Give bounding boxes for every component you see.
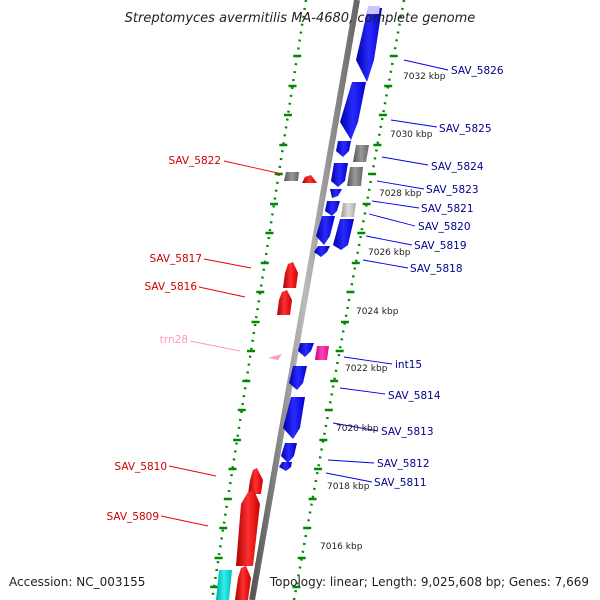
gene-sav5809b[interactable] (235, 566, 251, 600)
gene-sav5817[interactable] (283, 262, 298, 288)
gene-sav5813[interactable] (283, 397, 305, 439)
feature-gray-2[interactable] (347, 167, 363, 186)
kbp-label: 7022 kbp (345, 364, 388, 374)
right-major-ticks (292, 54, 398, 589)
kbp-label: 7020 kbp (336, 424, 379, 434)
gene-int15-adj[interactable] (298, 343, 314, 357)
accession-text: Accession: NC_003155 (9, 575, 145, 589)
label-sav5811[interactable]: SAV_5811 (374, 477, 427, 489)
label-sav5821[interactable]: SAV_5821 (421, 203, 474, 215)
kbp-label: 7028 kbp (379, 189, 422, 199)
label-int15[interactable]: int15 (395, 359, 422, 371)
gene-sav5820[interactable] (316, 216, 335, 245)
right-tick-track (292, 0, 406, 600)
label-sav5816[interactable]: SAV_5816 (144, 281, 197, 293)
label-sav5824[interactable]: SAV_5824 (431, 161, 484, 173)
genome-backbone (249, 0, 360, 600)
kbp-tick-labels: 7032 kbp 7030 kbp 7028 kbp 7026 kbp 7024… (320, 72, 446, 552)
label-sav5817[interactable]: SAV_5817 (149, 253, 202, 265)
kbp-label: 7030 kbp (390, 130, 433, 140)
right-labels: SAV_5826 SAV_5825 SAV_5824 SAV_5823 SAV_… (374, 65, 504, 489)
label-sav5810[interactable]: SAV_5810 (114, 461, 167, 473)
gene-sav5814[interactable] (289, 366, 307, 390)
gene-sav5809[interactable] (236, 490, 260, 566)
feature-int15[interactable] (315, 346, 329, 360)
gene-sav5824[interactable] (336, 141, 351, 157)
forward-strand-genes (279, 8, 382, 471)
gene-sav5818[interactable] (314, 246, 330, 257)
label-sav5814[interactable]: SAV_5814 (388, 390, 441, 402)
gene-sav5825[interactable] (340, 82, 366, 140)
gene-sav5816[interactable] (277, 290, 292, 315)
label-sav5820[interactable]: SAV_5820 (418, 221, 471, 233)
label-sav5825[interactable]: SAV_5825 (439, 123, 492, 135)
gene-sav5826[interactable] (356, 8, 382, 82)
kbp-label: 7032 kbp (403, 72, 446, 82)
left-leader-lines (160, 160, 283, 527)
label-sav5823[interactable]: SAV_5823 (426, 184, 479, 196)
genome-info-text: Topology: linear; Length: 9,025,608 bp; … (269, 575, 589, 589)
label-sav5813[interactable]: SAV_5813 (381, 426, 434, 438)
right-leader-lines (325, 59, 449, 483)
feature-cyan[interactable] (216, 570, 232, 600)
gene-sav5822[interactable] (302, 175, 317, 183)
kbp-label: 7024 kbp (356, 307, 399, 317)
label-sav5822[interactable]: SAV_5822 (168, 155, 221, 167)
label-sav5819[interactable]: SAV_5819 (414, 240, 467, 252)
label-sav5826[interactable]: SAV_5826 (451, 65, 504, 77)
gene-sav5821[interactable] (325, 201, 340, 216)
reverse-strand-genes (235, 175, 317, 600)
gene-sav5812[interactable] (281, 443, 297, 463)
gene-sav5823b[interactable] (330, 189, 342, 198)
feature-trn28[interactable] (268, 354, 282, 360)
label-sav5812[interactable]: SAV_5812 (377, 458, 430, 470)
kbp-label: 7018 kbp (327, 482, 370, 492)
gene-sav5811[interactable] (279, 462, 292, 471)
gene-sav5823[interactable] (331, 163, 348, 187)
feature-gray-left[interactable] (284, 172, 299, 181)
kbp-label: 7016 kbp (320, 542, 363, 552)
kbp-label: 7026 kbp (368, 248, 411, 258)
misc-features (216, 6, 380, 600)
left-labels: SAV_5822 SAV_5817 SAV_5816 trn28 SAV_581… (106, 155, 221, 523)
label-sav5809[interactable]: SAV_5809 (106, 511, 159, 523)
gene-sav5819[interactable] (333, 219, 354, 250)
label-trn28[interactable]: trn28 (160, 334, 188, 346)
feature-lightgray[interactable] (341, 203, 356, 217)
map-title: Streptomyces avermitilis MA-4680, comple… (125, 11, 476, 26)
left-major-ticks (210, 54, 302, 589)
label-sav5818[interactable]: SAV_5818 (410, 263, 463, 275)
feature-top-lightblue[interactable] (367, 6, 380, 14)
gene-sav5810[interactable] (248, 468, 263, 494)
feature-gray-1[interactable] (353, 145, 369, 162)
